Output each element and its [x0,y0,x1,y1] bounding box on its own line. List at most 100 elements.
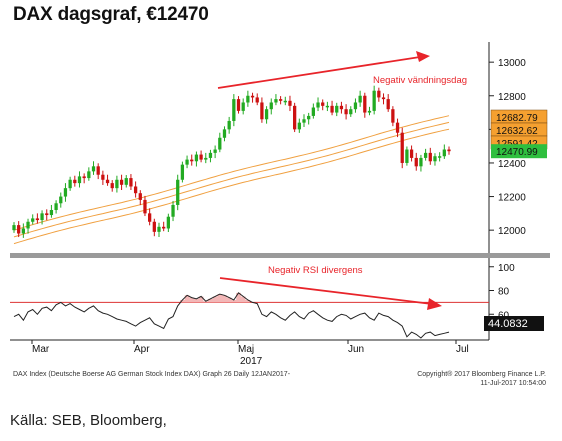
candle-body [218,137,222,150]
rsi-divergence-annotation: Negativ RSI divergens [268,265,363,276]
candle-body [185,159,189,165]
candle-body [269,102,273,110]
candle-body [372,90,376,111]
candle-body [330,105,334,113]
candle-body [232,99,236,121]
candle-body [349,109,353,115]
candle-body [288,100,292,106]
panel-separator [10,253,550,258]
candle-body [49,210,54,216]
last-price-tag [491,144,547,159]
candle-body [297,122,301,130]
reversal-annotation: Negativ vändningsdag [373,75,467,86]
candle-body [199,154,203,160]
candle-body [283,100,287,103]
candle-body [26,221,30,229]
candle-body [54,203,58,210]
moving-average-band-line [13,121,450,238]
candle-body [17,225,21,234]
candle-body [87,171,91,179]
candle-body [91,166,96,172]
year-label: 2017 [240,356,263,367]
candle-body [222,129,227,138]
price-tick-label: 12800 [498,92,526,103]
candle-body [129,178,133,187]
footer-left-note: DAX Index (Deutsche Boerse AG German Sto… [13,371,291,378]
band-value-label: 12632.62 [496,126,538,137]
price-tick-label: 12000 [498,226,526,237]
rsi-line [13,292,450,339]
candle-body [325,105,330,108]
candle-body [213,149,217,153]
rsi-tick-label: 80 [498,287,510,298]
rsi-last-value-tag [484,316,544,331]
month-label: Jun [348,344,364,355]
candle-body [31,218,35,222]
candle-body [35,218,40,221]
candle-body [110,183,114,189]
chart-title: DAX dagsgraf, €12470 [13,4,209,25]
candle-body [433,156,437,162]
candle-body [311,107,315,116]
rsi-last-value-label: 44.0832 [488,318,528,330]
candle-body [208,152,213,158]
month-label: Maj [238,344,254,355]
footer-copyright: Copyright® 2017 Bloomberg Finance L.P. [417,371,546,378]
candle-body [148,213,152,222]
candle-body [63,188,68,197]
candle-body [293,105,297,130]
candle-body [391,109,395,123]
candle-body [143,199,147,214]
candle-body [335,105,339,113]
candle-body [204,157,208,160]
candle-body [124,178,128,185]
candle-body [59,196,63,204]
moving-average-band-line [13,115,450,231]
candle-body [363,95,367,113]
candle-body [428,152,432,162]
candle-body [133,186,138,194]
moving-average-band-line [13,128,450,245]
candle-body [166,216,170,229]
candle-body [176,179,180,205]
chart-canvas: 1200012200124001260012800130006080100Mar… [10,42,550,367]
rsi-tick-label: 60 [498,310,510,321]
candle-body [236,99,241,111]
candle-body [138,193,142,200]
candle-body [278,99,283,101]
candle-body [358,95,362,103]
last-price-label: 12470.99 [496,147,538,158]
candle-body [115,179,119,189]
rsi-divergence-arrow-head [427,298,442,310]
candle-body [316,102,320,108]
candle-body [190,159,194,162]
candle-body [194,154,199,162]
rsi-overbought-area [180,292,251,303]
month-label: Mar [32,344,50,355]
candle-body [105,179,110,184]
candle-body [377,90,381,98]
candle-body [438,156,442,158]
candle-body [40,213,44,221]
candle-body [101,174,105,180]
candle-body [21,228,25,234]
candle-body [241,102,245,111]
candle-body [250,95,255,98]
month-label: Jul [456,344,469,355]
price-tick-label: 12400 [498,159,526,170]
candle-body [409,149,414,158]
trend-arrow-head [416,51,430,62]
candle-body [339,105,344,110]
candle-body [405,149,409,163]
candle-body [442,149,446,157]
candle-body [77,176,82,184]
candle-body [419,157,423,167]
candle-body [73,179,77,184]
candle-body [180,164,185,180]
candle-body [255,97,259,103]
candle-body [414,157,418,167]
candle-body [171,204,175,217]
candle-body [386,99,390,110]
candle-body [381,97,386,100]
candle-body [395,122,400,133]
